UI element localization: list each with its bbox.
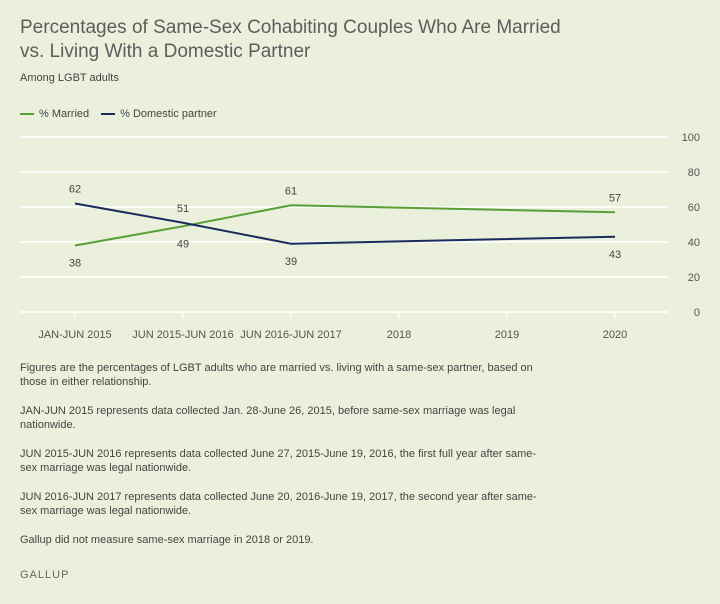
note-1: Figures are the percentages of LGBT adul… <box>20 362 533 388</box>
married-series-line <box>74 204 616 247</box>
y-tick-label: 40 <box>688 237 700 249</box>
chart-title: Percentages of Same-Sex Cohabiting Coupl… <box>20 17 561 62</box>
x-tick-label: 2020 <box>603 329 627 341</box>
y-tick-label: 80 <box>688 167 700 179</box>
x-tick-label: JAN-JUN 2015 <box>38 329 111 341</box>
legend-swatch-married <box>20 113 34 115</box>
partner-data-label: 51 <box>177 203 189 215</box>
legend-label-partner: % Domestic partner <box>120 108 217 120</box>
x-tick-label: 2019 <box>495 329 519 341</box>
married-data-label: 61 <box>285 185 297 197</box>
note-5: Gallup did not measure same-sex marriage… <box>20 534 314 546</box>
legend-item-married: % Married <box>20 108 89 120</box>
legend-item-partner: % Domestic partner <box>101 108 217 120</box>
note-3: JUN 2015-JUN 2016 represents data collec… <box>20 448 537 474</box>
married-data-label: 57 <box>609 192 621 204</box>
chart-notes: Figures are the percentages of LGBT adul… <box>20 361 550 562</box>
y-tick-label: 20 <box>688 272 700 284</box>
source-label: GALLUP <box>20 569 70 581</box>
line-chart: 0 20 40 60 80 100 JAN-JUN 2015 JUN 2015-JUN 201… <box>20 132 700 341</box>
chart-subtitle: Among LGBT adults <box>20 72 119 84</box>
y-tick-label: 60 <box>688 202 700 214</box>
y-tick-label: 0 <box>694 307 700 319</box>
legend: % Married % Domestic partner <box>20 108 217 120</box>
note-2: JAN-JUN 2015 represents data collected J… <box>20 405 516 431</box>
x-tick-label: JUN 2015-JUN 2016 <box>132 329 234 341</box>
y-tick-label: 100 <box>682 132 700 144</box>
partner-data-label: 62 <box>69 184 81 196</box>
legend-swatch-partner <box>101 113 116 115</box>
legend-label-married: % Married <box>39 108 90 120</box>
married-data-label: 38 <box>69 258 81 270</box>
partner-data-label: 43 <box>609 249 621 261</box>
partner-series-line <box>74 202 616 245</box>
partner-data-label: 39 <box>285 256 297 268</box>
married-data-label: 49 <box>177 238 189 250</box>
x-tick-label: JUN 2016-JUN 2017 <box>240 329 342 341</box>
x-tick-label: 2018 <box>387 329 411 341</box>
note-4: JUN 2016-JUN 2017 represents data collec… <box>20 491 537 517</box>
